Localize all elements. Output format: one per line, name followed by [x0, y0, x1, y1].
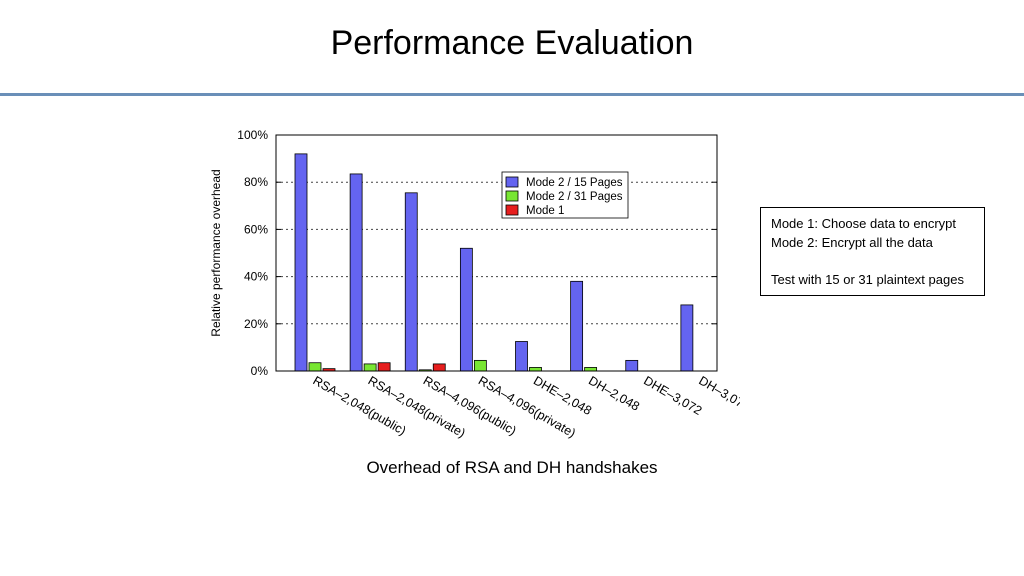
legend-entry: Mode 2 / 31 Pages [526, 191, 623, 203]
note-mode-1: Mode 1: Choose data to encrypt [771, 216, 957, 231]
legend-box [501, 171, 629, 219]
bar [529, 367, 542, 372]
chart-caption: Overhead of RSA and DH handshakes [366, 458, 658, 477]
x-tick-label: RSA–2,048(private) [366, 373, 468, 440]
bar [432, 363, 446, 372]
y-tick-label: 0% [251, 364, 269, 378]
legend-swatch [505, 190, 519, 202]
y-tick-label: 80% [244, 175, 268, 189]
bar [377, 362, 391, 372]
bar [584, 367, 598, 372]
x-tick-label: DHE–3,072 [641, 373, 704, 417]
y-tick-label: 40% [244, 270, 268, 284]
legend-entry: Mode 1 [526, 205, 564, 217]
note-spacer [771, 252, 974, 270]
title-divider [0, 93, 1024, 96]
y-axis-label: Relative performance overhead [209, 169, 223, 336]
overhead-bar-chart: 0% 20% 40% 60% 80% 100% Relative performance o… [209, 128, 752, 440]
bar [570, 280, 584, 372]
bar [294, 153, 308, 372]
x-tick-label: DH–2,048 [586, 373, 642, 413]
y-tick-label: 60% [244, 222, 268, 236]
bar [515, 341, 528, 372]
bar [473, 359, 487, 372]
x-tick-label: RSA–4,096(public) [421, 373, 519, 438]
bar [308, 362, 322, 372]
bar [459, 247, 473, 372]
mode-notes-box: Mode 1: Choose data to encrypt Mode 2: E… [760, 207, 985, 296]
y-tick-label: 20% [244, 317, 268, 331]
chart-container: 0% 20% 40% 60% 80% 100% Relative performance o… [200, 120, 752, 450]
y-tick-label: 100% [237, 128, 268, 142]
note-mode-2: Mode 2: Encrypt all the data [771, 235, 933, 250]
x-tick-label: RSA–2,048(public) [311, 373, 409, 438]
legend-swatch [505, 176, 519, 188]
note-test-pages: Test with 15 or 31 plaintext pages [771, 272, 964, 287]
x-tick-label: RSA–4,096(private) [476, 373, 578, 440]
legend-entry: Mode 2 / 15 Pages [526, 177, 623, 189]
slide-title: Performance Evaluation [330, 24, 694, 62]
plot-frame [275, 134, 718, 372]
bar [349, 173, 363, 372]
bar [404, 192, 418, 372]
bar [363, 363, 377, 372]
legend-swatch [505, 204, 519, 216]
bar [625, 359, 639, 372]
bar [680, 304, 694, 372]
